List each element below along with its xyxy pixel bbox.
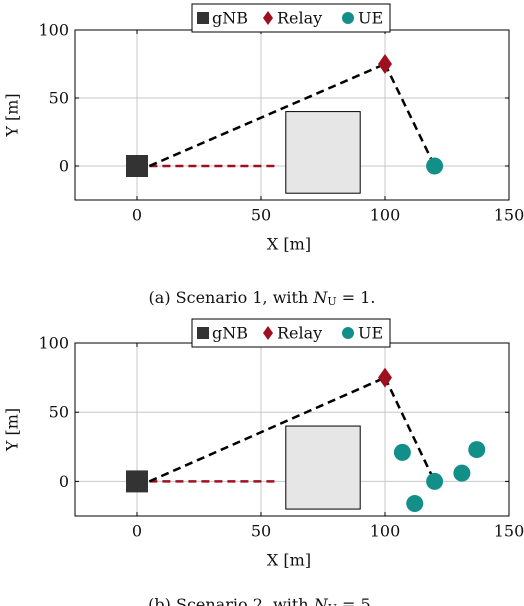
relay-link-line	[383, 377, 436, 482]
x-tick-label: 100	[370, 522, 401, 541]
ue-marker	[468, 441, 486, 459]
y-tick-label: 0	[59, 157, 69, 176]
legend-box	[191, 318, 391, 348]
y-tick-label: 0	[59, 472, 69, 491]
y-tick-label: 100	[38, 334, 69, 353]
obstacle-building	[285, 425, 361, 510]
legend-relay-marker	[263, 326, 273, 340]
ue-marker	[426, 157, 444, 175]
legend-ue-marker	[342, 327, 354, 339]
ue-marker	[406, 495, 424, 513]
y-axis-label: Y [m]	[3, 93, 22, 137]
legend-label-relay: Relay	[277, 324, 322, 343]
x-axis-label: X [m]	[267, 235, 311, 254]
chart-panel-2: 0 50 100 150 0 50 100 X [m] Y [m] gNB Relay UE (b) S…	[3, 318, 524, 606]
relay-link-line	[148, 376, 386, 483]
x-tick-label: 0	[132, 206, 142, 225]
relay-link-line	[383, 63, 436, 167]
ue-marker	[453, 464, 471, 482]
relay-marker	[378, 367, 392, 388]
legend-gnb-marker	[197, 327, 209, 339]
gnb-marker	[126, 470, 148, 493]
x-tick-label: 150	[494, 522, 524, 541]
x-tick-label: 150	[494, 206, 524, 225]
panel-caption: (b) Scenario 2, with NU = 5.	[148, 595, 376, 606]
ue-marker	[393, 443, 411, 461]
legend-ue-marker	[342, 12, 354, 24]
ue-marker	[426, 472, 444, 490]
gnb-marker	[126, 155, 148, 177]
legend-gnb-marker	[197, 12, 209, 24]
y-tick-label: 100	[38, 21, 69, 40]
legend: gNB Relay UE	[191, 3, 391, 33]
legend-box	[191, 3, 391, 33]
y-tick-label: 50	[49, 89, 69, 108]
chart-panel-1: 0 50 100 150 0 50 100 X [m] Y [m] gNB Relay UE (a) S…	[3, 3, 524, 308]
obstacle-building	[285, 111, 361, 194]
x-tick-label: 50	[251, 522, 271, 541]
y-axis-label: Y [m]	[3, 408, 22, 452]
legend-label-relay: Relay	[277, 9, 322, 28]
legend-label-gnb: gNB	[212, 9, 248, 28]
panel-caption: (a) Scenario 1, with NU = 1.	[149, 288, 376, 308]
x-tick-label: 0	[132, 522, 142, 541]
y-tick-label: 50	[49, 403, 69, 422]
relay-marker	[378, 54, 392, 74]
x-axis-label: X [m]	[267, 551, 311, 570]
legend-relay-marker	[263, 11, 273, 25]
legend-label-gnb: gNB	[212, 324, 248, 343]
legend-label-ue: UE	[358, 324, 383, 343]
relay-link-line	[148, 62, 386, 168]
legend-label-ue: UE	[358, 9, 383, 28]
legend: gNB Relay UE	[191, 318, 391, 348]
x-tick-label: 50	[251, 206, 271, 225]
x-tick-label: 100	[370, 206, 401, 225]
